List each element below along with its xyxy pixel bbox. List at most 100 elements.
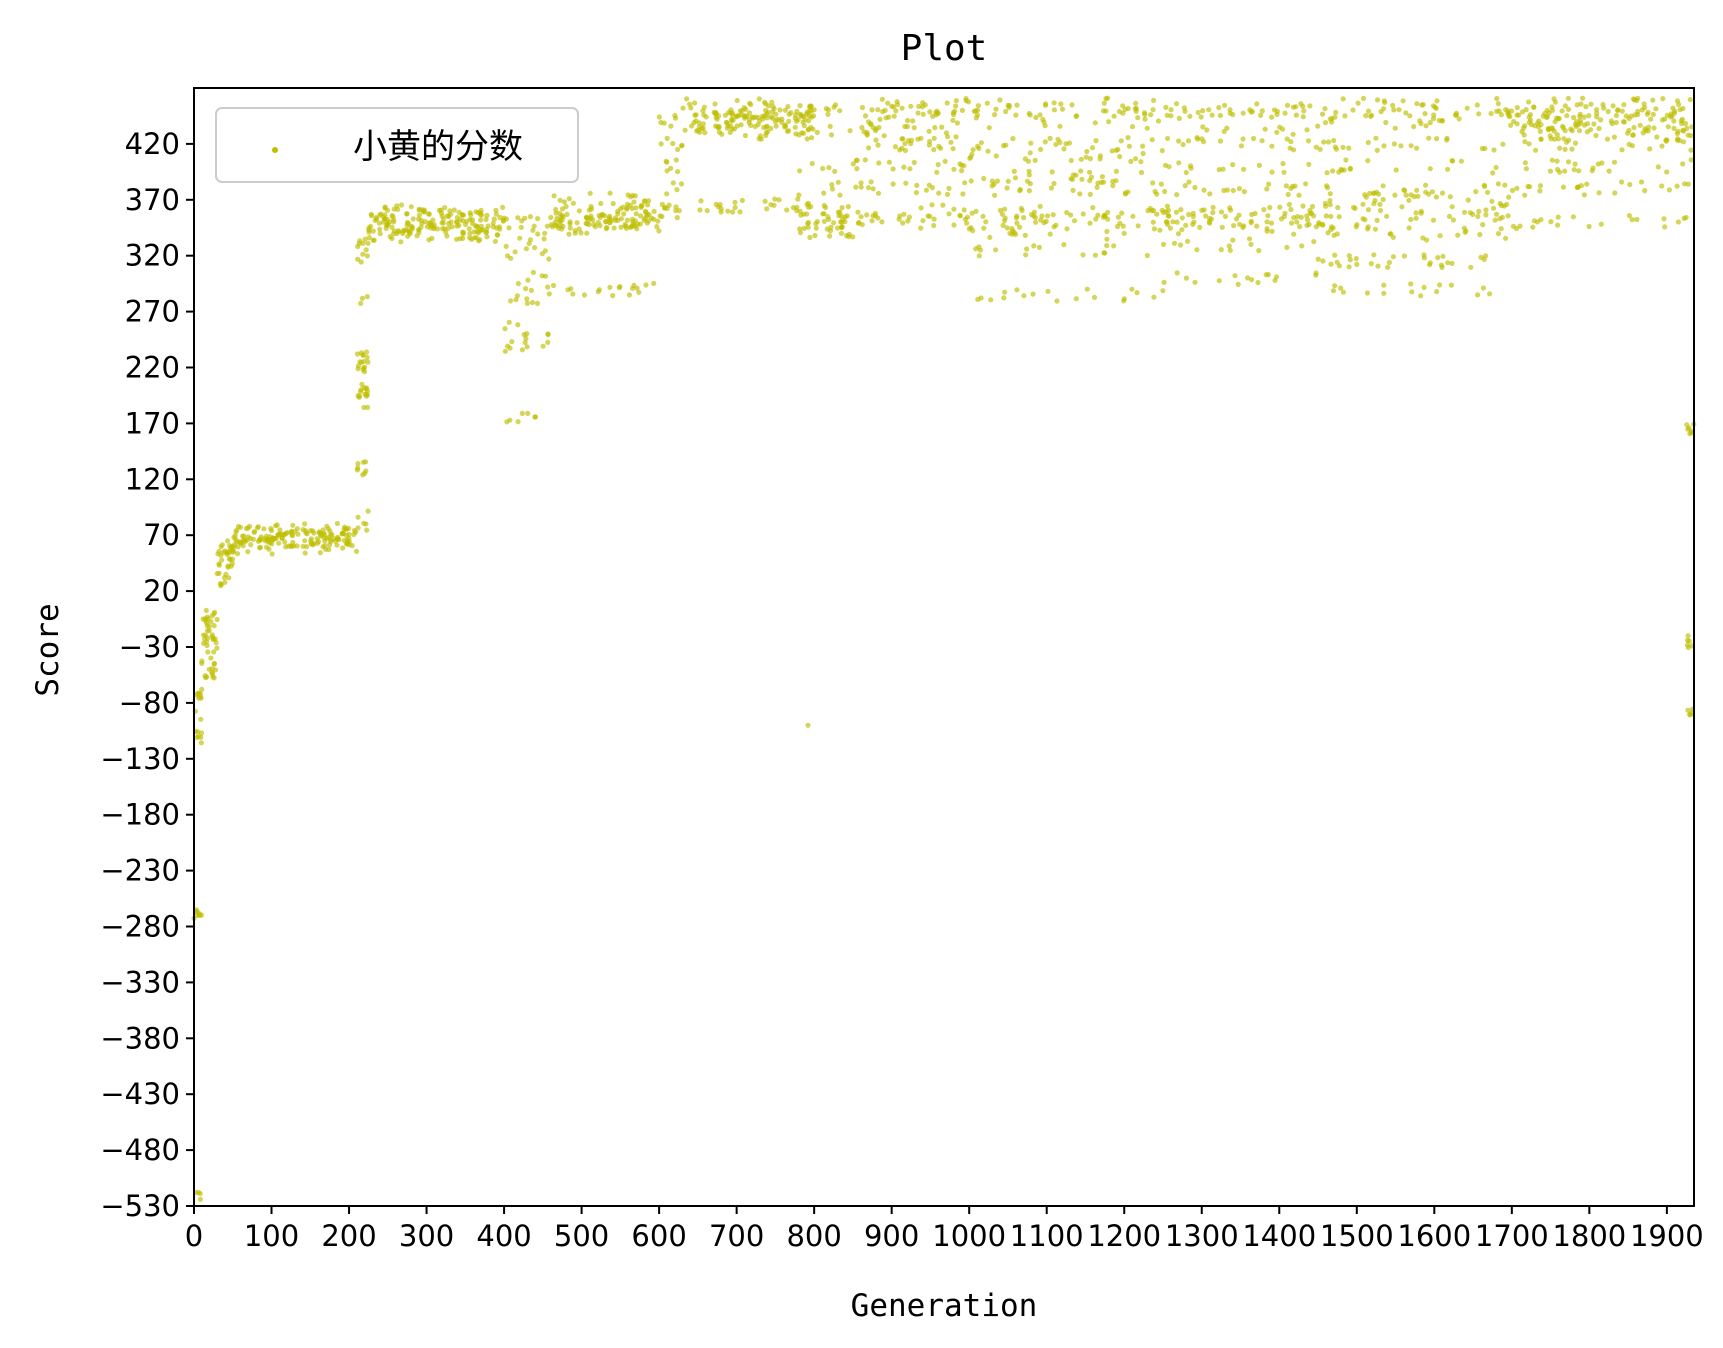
- data-point: [255, 538, 261, 544]
- data-point: [1180, 141, 1186, 148]
- data-point: [1216, 105, 1222, 111]
- data-point: [483, 216, 489, 223]
- data-point: [384, 222, 390, 228]
- data-point: [530, 269, 537, 275]
- data-point: [986, 125, 992, 131]
- data-point: [211, 660, 217, 667]
- data-point: [1026, 172, 1032, 178]
- data-point: [557, 222, 563, 229]
- data-point: [440, 216, 447, 222]
- data-point: [1612, 190, 1618, 196]
- data-point: [1091, 294, 1098, 300]
- data-point: [1576, 168, 1582, 174]
- data-point: [1230, 237, 1236, 243]
- data-point: [1593, 132, 1599, 139]
- data-point: [211, 623, 217, 629]
- data-point: [1675, 219, 1681, 225]
- data-point: [1363, 113, 1369, 119]
- data-point: [993, 153, 999, 159]
- data-point: [578, 230, 584, 236]
- data-point: [850, 234, 856, 240]
- data-point: [195, 729, 201, 735]
- data-point: [406, 229, 412, 235]
- data-point: [1613, 112, 1620, 119]
- data-point: [1120, 223, 1126, 229]
- data-point: [1571, 114, 1577, 121]
- data-point: [645, 202, 651, 208]
- data-point: [1455, 232, 1461, 238]
- data-point: [1576, 128, 1583, 134]
- data-point: [734, 97, 740, 104]
- data-point: [891, 113, 897, 119]
- data-point: [1111, 113, 1117, 119]
- data-point: [1004, 225, 1010, 231]
- data-point: [1488, 110, 1494, 117]
- data-point: [1304, 213, 1310, 219]
- data-point: [1499, 214, 1505, 220]
- data-point: [764, 111, 770, 117]
- data-point: [376, 220, 382, 226]
- data-point: [1069, 102, 1075, 108]
- data-point: [891, 104, 897, 110]
- data-point: [226, 575, 232, 581]
- data-point: [908, 103, 914, 109]
- data-point: [343, 541, 349, 547]
- data-point: [1092, 120, 1098, 126]
- data-point: [779, 116, 785, 122]
- data-point: [746, 110, 753, 116]
- data-point: [1241, 166, 1247, 172]
- data-point: [1468, 264, 1474, 270]
- data-point: [931, 135, 937, 141]
- data-point: [1346, 264, 1352, 270]
- data-point: [1435, 255, 1441, 261]
- data-point: [1433, 194, 1439, 200]
- data-point: [897, 213, 903, 219]
- data-point: [1684, 642, 1690, 648]
- data-point: [756, 96, 762, 102]
- data-point: [1483, 207, 1489, 213]
- data-point: [1144, 125, 1150, 131]
- y-tick-label: 170: [125, 406, 180, 440]
- data-point: [908, 141, 914, 147]
- data-point: [225, 538, 231, 544]
- data-point: [970, 147, 976, 153]
- data-point: [636, 289, 642, 295]
- data-point: [1342, 113, 1348, 119]
- data-point: [877, 116, 883, 122]
- data-point: [838, 230, 845, 236]
- data-point: [1590, 165, 1596, 171]
- data-point: [944, 191, 951, 197]
- data-point: [320, 527, 326, 533]
- data-point: [719, 131, 725, 137]
- data-point: [1233, 216, 1240, 222]
- data-point: [1283, 183, 1289, 189]
- data-point: [1183, 275, 1189, 281]
- data-point: [270, 537, 276, 543]
- data-point: [551, 193, 557, 199]
- data-point: [897, 147, 903, 153]
- data-point: [1324, 183, 1330, 189]
- data-point: [1259, 108, 1265, 114]
- data-point: [460, 218, 466, 224]
- data-point: [1619, 147, 1625, 153]
- data-point: [907, 166, 913, 172]
- data-point: [1083, 154, 1089, 160]
- data-point: [1087, 191, 1093, 197]
- data-point: [1621, 119, 1627, 125]
- data-point: [1681, 181, 1688, 187]
- data-point: [1037, 203, 1043, 209]
- data-point: [532, 245, 538, 251]
- data-point: [763, 101, 769, 107]
- data-point: [674, 187, 680, 193]
- data-point: [814, 129, 820, 135]
- data-point: [1058, 101, 1064, 107]
- data-point: [302, 550, 308, 556]
- data-point: [1414, 101, 1420, 107]
- data-point: [491, 216, 497, 222]
- data-point: [1475, 213, 1481, 219]
- data-point: [994, 178, 1001, 184]
- data-point: [1030, 291, 1036, 297]
- data-point: [557, 210, 563, 216]
- data-point: [850, 161, 856, 167]
- data-point: [1577, 111, 1583, 117]
